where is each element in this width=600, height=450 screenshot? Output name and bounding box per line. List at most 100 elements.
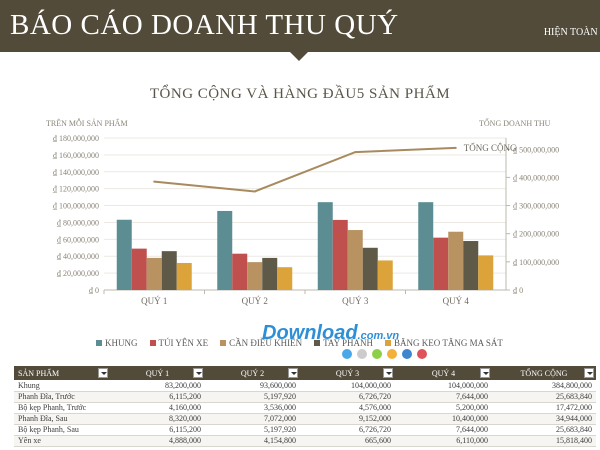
- filter-dropdown-icon[interactable]: [584, 368, 594, 378]
- column-header-label: QUÝ 1: [145, 368, 170, 378]
- table-cell-value[interactable]: 5,197,920: [205, 391, 300, 403]
- table-cell-product[interactable]: Khung: [14, 380, 110, 392]
- watermark-logo: Download.com.vn: [262, 322, 399, 345]
- table-cell-value[interactable]: 10,400,000: [395, 413, 492, 425]
- table-cell-value[interactable]: 5,200,000: [395, 402, 492, 414]
- table-cell-value[interactable]: 6,726,720: [300, 424, 395, 436]
- table-row[interactable]: Bộ kẹp Phanh, Trước 4,160,000 3,536,000 4,5…: [14, 402, 596, 414]
- table-cell-value[interactable]: 6,110,000: [395, 435, 492, 447]
- table-cell-value[interactable]: 7,644,000: [395, 424, 492, 436]
- bar: [317, 202, 333, 290]
- watermark-dot: [417, 349, 427, 359]
- table-cell-product[interactable]: Phanh Đĩa, Trước: [14, 391, 110, 403]
- legend-label: BĂNG KEO TĂNG MA SÁT: [394, 338, 503, 348]
- bar: [332, 219, 348, 290]
- filter-dropdown-icon[interactable]: [98, 368, 108, 378]
- legend-item: TÚI YÊN XE: [149, 338, 208, 348]
- table-cell-value[interactable]: 104,000,000: [395, 380, 492, 392]
- header-notch-indicator: [290, 52, 308, 61]
- y2-axis-tick-label: ₫ 200,000,000: [512, 230, 559, 239]
- table-cell-value[interactable]: 4,154,800: [205, 435, 300, 447]
- bar: [131, 248, 147, 290]
- table-cell-value[interactable]: 93,600,000: [205, 380, 300, 392]
- y-axis-tick-label: ₫ 180,000,000: [52, 134, 99, 143]
- x-axis-category-label: QUÝ 2: [242, 296, 268, 306]
- table-cell-value[interactable]: 104,000,000: [300, 380, 395, 392]
- report-title: BÁO CÁO DOANH THU QUÝ: [10, 9, 399, 41]
- y-axis-tick-label: ₫ 80,000,000: [56, 218, 99, 227]
- bar: [247, 262, 263, 290]
- table-cell-value[interactable]: 3,536,000: [205, 402, 300, 414]
- table-cell-value[interactable]: 15,818,400: [492, 435, 596, 447]
- table-cell-value[interactable]: 5,197,920: [205, 424, 300, 436]
- table-cell-value[interactable]: 4,888,000: [110, 435, 205, 447]
- table-cell-product[interactable]: Phanh Đĩa, Sau: [14, 413, 110, 425]
- line-point: [454, 146, 457, 149]
- column-header-label: TỔNG CỘNG: [520, 368, 568, 378]
- table-cell-value[interactable]: 6,115,200: [110, 424, 205, 436]
- table-cell-value[interactable]: 17,472,000: [492, 402, 596, 414]
- table-cell-value[interactable]: 7,644,000: [395, 391, 492, 403]
- table-row[interactable]: Khung 83,200,000 93,600,000 104,000,000 104,…: [14, 380, 596, 392]
- y2-axis-tick-label: ₫ 100,000,000: [512, 258, 559, 267]
- column-header-product[interactable]: SẢN PHẨM: [14, 366, 110, 380]
- column-header-label: QUÝ 2: [240, 368, 265, 378]
- table-cell-value[interactable]: 25,683,840: [492, 424, 596, 436]
- column-header-q2[interactable]: QUÝ 2: [205, 366, 300, 380]
- table-cell-product[interactable]: Bộ kẹp Phanh, Trước: [14, 402, 110, 414]
- table-cell-value[interactable]: 8,320,000: [110, 413, 205, 425]
- legend-item: TAY PHANH: [314, 338, 373, 348]
- legend-swatch: [385, 340, 392, 346]
- table-cell-value[interactable]: 83,200,000: [110, 380, 205, 392]
- legend-label: CẦN ĐIỀU KHIỂN: [229, 338, 303, 348]
- left-axis-title: TRÊN MỖI SẢN PHẨM: [46, 119, 128, 128]
- legend-item: CẦN ĐIỀU KHIỂN: [220, 338, 302, 348]
- table-cell-value[interactable]: 25,683,840: [492, 391, 596, 403]
- table-cell-value[interactable]: 9,152,000: [300, 413, 395, 425]
- y2-axis-tick-label: ₫ 300,000,000: [512, 202, 559, 211]
- table-header-row: SẢN PHẨM QUÝ 1 QUÝ 2 QUÝ 3 QUÝ 4 TỔNG CỘ…: [14, 366, 596, 380]
- column-header-q1[interactable]: QUÝ 1: [110, 366, 205, 380]
- y-axis-tick-label: ₫ 140,000,000: [52, 168, 99, 177]
- table-row[interactable]: Yên xe 4,888,000 4,154,800 665,600 6,110,000…: [14, 435, 596, 447]
- filter-dropdown-icon[interactable]: [288, 368, 298, 378]
- table-cell-value[interactable]: 4,160,000: [110, 402, 205, 414]
- line-point: [153, 180, 156, 183]
- table-cell-value[interactable]: 4,576,000: [300, 402, 395, 414]
- table-cell-value[interactable]: 665,600: [300, 435, 395, 447]
- column-header-q3[interactable]: QUÝ 3: [300, 366, 395, 380]
- filter-dropdown-icon[interactable]: [480, 368, 490, 378]
- show-all-link[interactable]: HIỆN TOÀN BỘ: [543, 27, 600, 38]
- table-row[interactable]: Phanh Đĩa, Trước 6,115,200 5,197,920 6,726,…: [14, 391, 596, 403]
- legend-swatch: [96, 340, 102, 346]
- watermark-brand: Download: [262, 322, 358, 344]
- table-cell-value[interactable]: 384,800,000: [492, 380, 596, 392]
- legend-swatch: [149, 340, 156, 346]
- column-header-label: QUÝ 4: [431, 368, 456, 378]
- table-cell-value[interactable]: 7,072,000: [205, 413, 300, 425]
- watermark-dot: [342, 349, 352, 359]
- y2-axis-tick-label: ₫ 0: [512, 286, 523, 295]
- table-cell-product[interactable]: Bộ kẹp Phanh, Sau: [14, 424, 110, 436]
- column-header-q4[interactable]: QUÝ 4: [395, 366, 492, 380]
- product-table: SẢN PHẨM QUÝ 1 QUÝ 2 QUÝ 3 QUÝ 4 TỔNG CỘ…: [14, 366, 596, 447]
- watermark-dot: [402, 349, 412, 359]
- watermark-suffix: .com.vn: [357, 330, 400, 342]
- table-cell-value[interactable]: 6,726,720: [300, 391, 395, 403]
- bar: [463, 241, 479, 290]
- table-cell-value[interactable]: 34,944,000: [492, 413, 596, 425]
- table-cell-product[interactable]: Yên xe: [14, 435, 110, 447]
- table-row[interactable]: Bộ kẹp Phanh, Sau 6,115,200 5,197,920 6,726…: [14, 424, 596, 436]
- line-point: [354, 151, 357, 154]
- table-cell-value[interactable]: 6,115,200: [110, 391, 205, 403]
- filter-dropdown-icon[interactable]: [193, 368, 203, 378]
- column-header-total[interactable]: TỔNG CỘNG: [492, 366, 596, 380]
- y-axis-tick-label: ₫ 60,000,000: [56, 235, 99, 244]
- bar: [146, 257, 162, 290]
- line-point: [253, 190, 256, 193]
- line-series-label: TỔNG CỘNG: [464, 143, 517, 153]
- filter-dropdown-icon[interactable]: [383, 368, 393, 378]
- table-row[interactable]: Phanh Đĩa, Sau 8,320,000 7,072,000 9,152,00…: [14, 413, 596, 425]
- column-header-label: QUÝ 3: [335, 368, 360, 378]
- report-header: BÁO CÁO DOANH THU QUÝ HIỆN TOÀN BỘ: [0, 0, 600, 52]
